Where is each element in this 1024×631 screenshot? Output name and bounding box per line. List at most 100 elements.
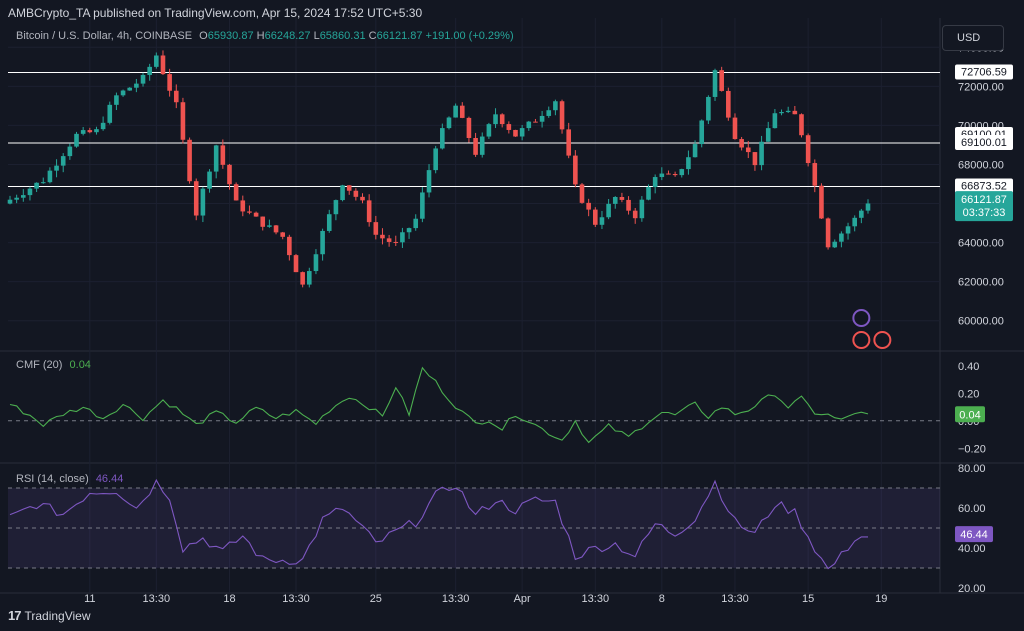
candle-body (360, 196, 365, 201)
candle-body (7, 199, 13, 204)
level-price-tag (955, 178, 1013, 194)
candle-body (559, 101, 565, 130)
currency-button[interactable]: USD (942, 25, 1004, 51)
candle-body (247, 211, 252, 213)
cmf-tick-label: 0.20 (958, 388, 979, 400)
candle-body (67, 146, 73, 157)
time-tick-label: 18 (223, 593, 235, 605)
candle-body (699, 120, 705, 145)
candle-body (739, 139, 744, 148)
candle-body (479, 136, 485, 155)
candle-body (260, 216, 266, 227)
last-price-tag (955, 191, 1013, 222)
candle-body (859, 210, 864, 218)
candle-body (792, 110, 798, 115)
candle-body (154, 55, 159, 67)
price-tick-label: 62000.00 (958, 277, 1004, 289)
candle-body (120, 90, 126, 96)
high-key: H (256, 30, 265, 42)
candle-body (300, 272, 305, 285)
rsi-tick-label: 60.00 (958, 503, 986, 515)
candle-body (273, 225, 279, 233)
rsi-value: 46.44 (95, 473, 124, 485)
candle-body (692, 144, 698, 158)
candle-body (573, 155, 578, 185)
candle-body (34, 182, 39, 189)
candle-body (353, 190, 359, 197)
cmf-value-tag (955, 406, 985, 423)
open-value: 65930.87 (207, 30, 254, 42)
rsi-value-tag-label: 46.44 (960, 529, 988, 541)
candle-body (493, 114, 498, 125)
candle-body (54, 165, 59, 171)
candle-body (486, 124, 492, 137)
candle-body (293, 255, 299, 273)
level-price-tag (955, 64, 1013, 80)
close-value: 66121.87 (376, 30, 423, 42)
candle-body (832, 241, 838, 248)
candle-body (459, 105, 465, 118)
candle-body (27, 188, 33, 196)
rsi-tick-label: 80.00 (958, 463, 986, 475)
candle-body (74, 133, 79, 147)
candle-body (593, 209, 598, 225)
candle-body (21, 195, 26, 198)
candle-body (732, 117, 738, 140)
time-tick-label: 19 (875, 593, 887, 605)
price-legend: Bitcoin / U.S. Dollar, 4h, COINBASE O659… (16, 30, 514, 42)
candle-body (440, 128, 445, 149)
candle-body (147, 66, 152, 75)
cmf-series-line (9, 366, 869, 444)
candle-body (506, 124, 512, 130)
time-tick-label: 13:30 (582, 593, 610, 605)
candle-body (167, 74, 172, 91)
level-price-tag (955, 134, 1013, 150)
publisher-header: AMBCrypto_TA published on TradingView.co… (8, 6, 422, 20)
change-value: +191.00 (+0.29%) (425, 30, 514, 42)
candle-body (845, 226, 851, 234)
candle-body (726, 90, 731, 118)
candle-body (100, 122, 106, 130)
candle-body (193, 181, 199, 216)
time-tick-label: Apr (514, 593, 531, 605)
candle-body (40, 182, 46, 184)
candle-body (320, 230, 325, 255)
candle-body (14, 197, 19, 200)
candle-body (652, 177, 658, 188)
candle-body (287, 236, 292, 256)
low-value: 65860.31 (319, 30, 366, 42)
candle-body (200, 188, 206, 216)
candle-body (606, 203, 611, 218)
candle-body (825, 218, 831, 248)
candle-body (220, 145, 226, 165)
candle-body (227, 164, 232, 185)
rsi-value-tag (955, 526, 993, 543)
price-tick-label: 72000.00 (958, 81, 1004, 93)
candle-body (373, 222, 379, 235)
candle-body (626, 199, 631, 211)
candle-body (333, 200, 339, 215)
candle-body (420, 192, 425, 219)
candle-body (719, 70, 724, 91)
us-flag-event-icon (852, 331, 871, 349)
candle-body (446, 117, 452, 129)
candle-body (612, 197, 618, 204)
candle-body (672, 173, 678, 176)
candle-body (180, 102, 186, 140)
publisher-text: AMBCrypto_TA published on TradingView.co… (8, 6, 423, 20)
candle-body (426, 170, 432, 193)
candle-body (852, 217, 857, 227)
candle-body (80, 130, 86, 134)
candle-body (539, 115, 545, 122)
time-tick-label: 25 (370, 593, 382, 605)
time-tick-label: 13:30 (282, 593, 310, 605)
candle-body (233, 184, 239, 201)
candle-body (499, 114, 505, 125)
open-key: O (199, 30, 208, 42)
tradingview-branding[interactable]: 17 TradingView (8, 608, 91, 623)
candle-body (253, 212, 259, 217)
candle-body (599, 217, 605, 225)
candle-body (819, 185, 824, 219)
countdown-label: 03:37:33 (963, 207, 1006, 219)
